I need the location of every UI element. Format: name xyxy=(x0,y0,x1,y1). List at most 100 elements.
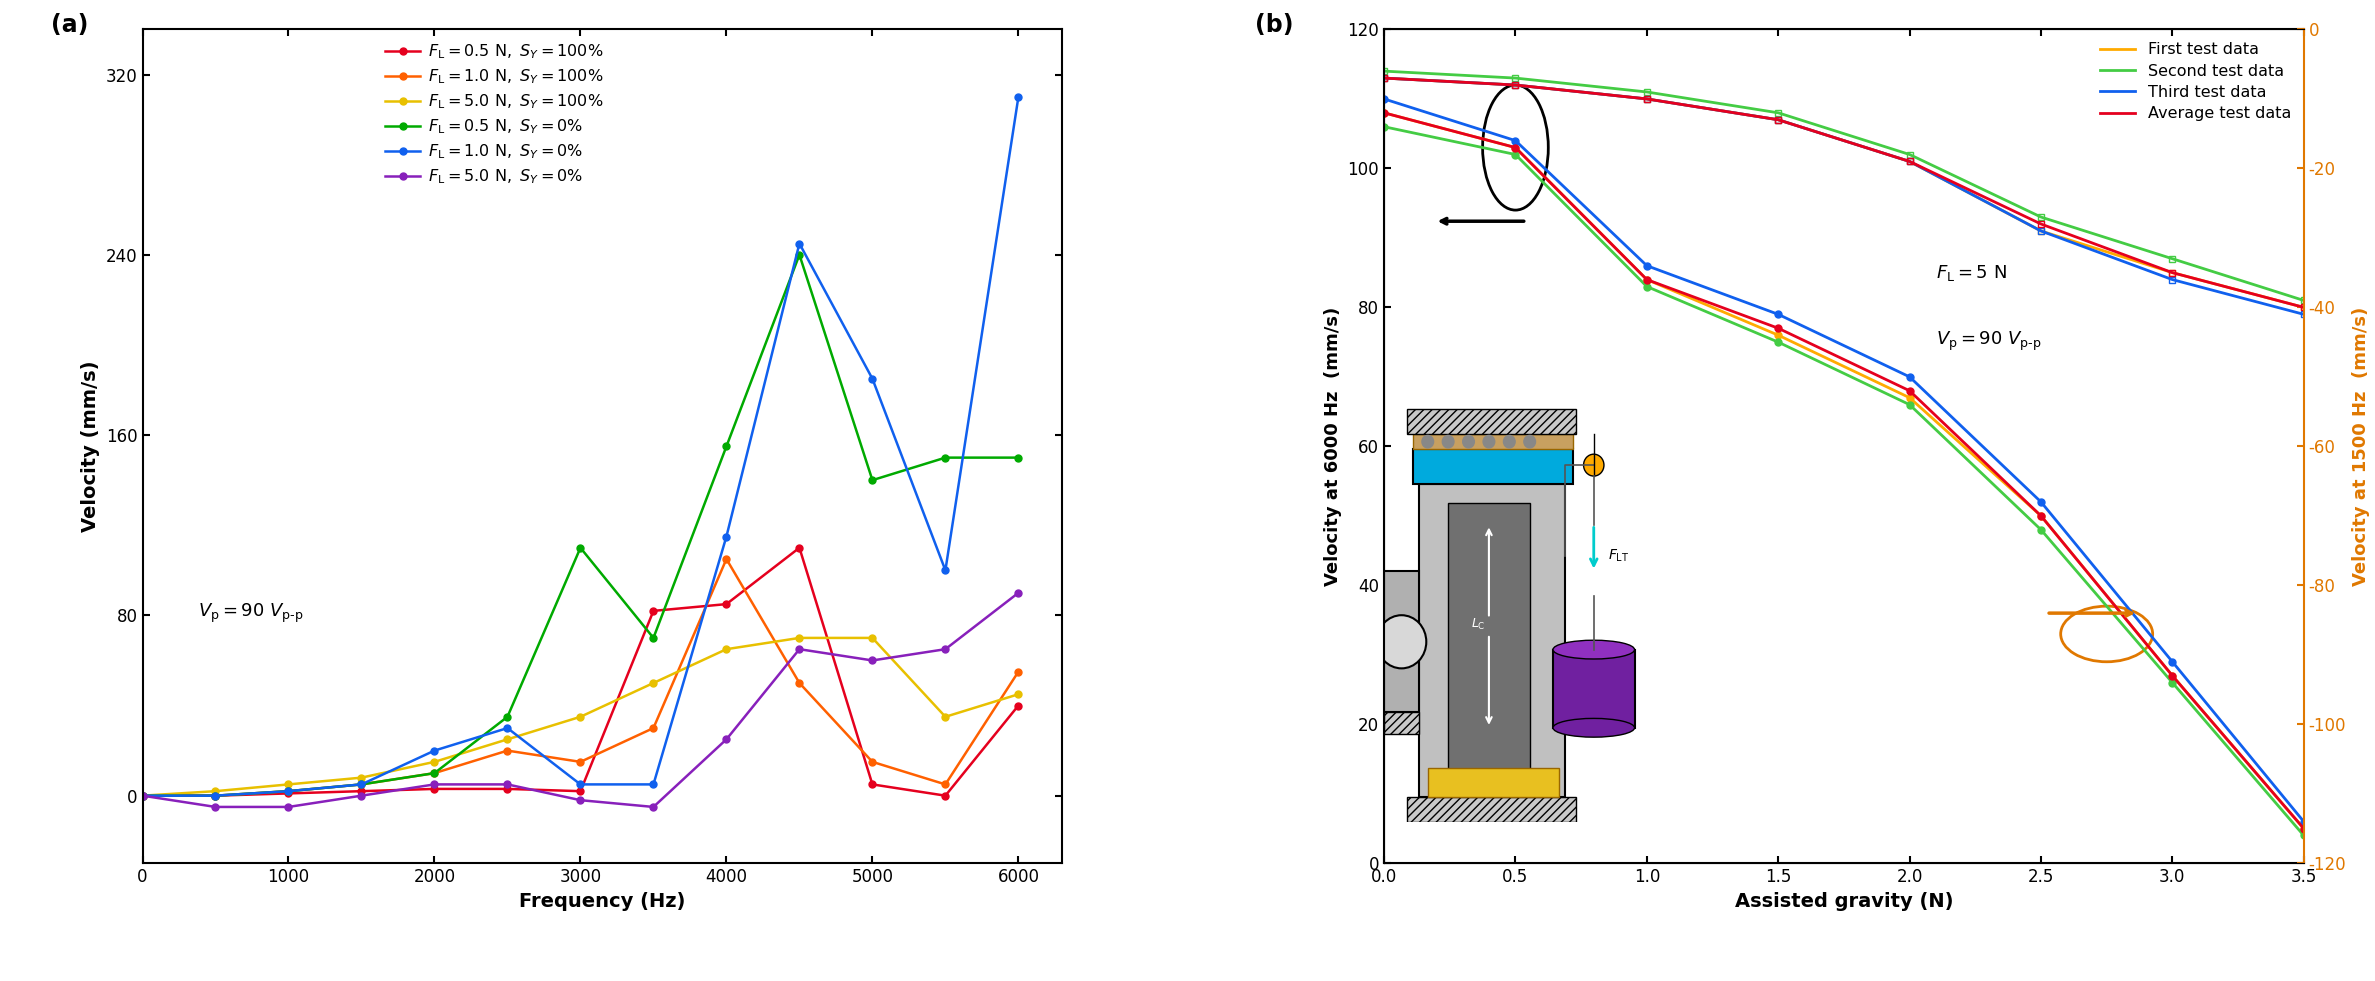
$F_\mathrm{L} = 1.0\ \mathrm{N},\ S_Y = 100\%$ xyxy=(857,756,886,768)
Line: First test data: First test data xyxy=(1380,109,2306,832)
Second test data xyxy=(2026,524,2054,536)
$F_\mathrm{L} = 1.0\ \mathrm{N},\ S_Y = 0\%$ xyxy=(931,564,960,576)
$F_\mathrm{L} = 1.0\ \mathrm{N},\ S_Y = 100\%$ xyxy=(712,553,741,565)
$F_\mathrm{L} = 5.0\ \mathrm{N},\ S_Y = 0\%$ xyxy=(347,790,375,801)
$F_\mathrm{L} = 5.0\ \mathrm{N},\ S_Y = 100\%$ xyxy=(565,711,594,723)
$F_\mathrm{L} = 5.0\ \mathrm{N},\ S_Y = 100\%$ xyxy=(857,632,886,644)
Third test data xyxy=(2159,656,2187,668)
$F_\mathrm{L} = 1.0\ \mathrm{N},\ S_Y = 0\%$ xyxy=(273,785,302,797)
$F_\mathrm{L} = 1.0\ \mathrm{N},\ S_Y = 0\%$ xyxy=(639,779,667,791)
$F_\mathrm{L} = 1.0\ \mathrm{N},\ S_Y = 100\%$ xyxy=(347,779,375,791)
$F_\mathrm{L} = 1.0\ \mathrm{N},\ S_Y = 0\%$ xyxy=(565,779,594,791)
Third test data xyxy=(1370,93,1399,105)
Average test data xyxy=(1765,323,1793,335)
$F_\mathrm{L} = 5.0\ \mathrm{N},\ S_Y = 100\%$ xyxy=(347,772,375,784)
$F_\mathrm{L} = 0.5\ \mathrm{N},\ S_Y = 100\%$ xyxy=(931,790,960,801)
Second test data xyxy=(1895,398,1924,410)
$F_\mathrm{L} = 0.5\ \mathrm{N},\ S_Y = 0\%$ xyxy=(202,790,230,801)
$F_\mathrm{L} = 5.0\ \mathrm{N},\ S_Y = 100\%$ xyxy=(494,734,522,746)
$F_\mathrm{L} = 1.0\ \mathrm{N},\ S_Y = 0\%$ xyxy=(128,790,157,801)
Third test data xyxy=(1895,371,1924,383)
Line: $F_\mathrm{L} = 0.5\ \mathrm{N},\ S_Y = 100\%$: $F_\mathrm{L} = 0.5\ \mathrm{N},\ S_Y = … xyxy=(140,544,1021,800)
Text: (a): (a) xyxy=(50,13,88,36)
Average test data xyxy=(2026,510,2054,522)
$F_\mathrm{L} = 5.0\ \mathrm{N},\ S_Y = 0\%$ xyxy=(639,801,667,813)
$F_\mathrm{L} = 5.0\ \mathrm{N},\ S_Y = 100\%$ xyxy=(420,756,449,768)
$F_\mathrm{L} = 0.5\ \mathrm{N},\ S_Y = 100\%$ xyxy=(639,605,667,617)
$F_\mathrm{L} = 1.0\ \mathrm{N},\ S_Y = 0\%$ xyxy=(857,373,886,385)
Third test data xyxy=(1765,308,1793,320)
First test data xyxy=(1632,274,1660,285)
$F_\mathrm{L} = 0.5\ \mathrm{N},\ S_Y = 0\%$ xyxy=(857,474,886,486)
$F_\mathrm{L} = 1.0\ \mathrm{N},\ S_Y = 0\%$ xyxy=(347,779,375,791)
$F_\mathrm{L} = 0.5\ \mathrm{N},\ S_Y = 0\%$ xyxy=(420,767,449,779)
First test data xyxy=(1895,391,1924,403)
First test data xyxy=(2159,670,2187,682)
$F_\mathrm{L} = 5.0\ \mathrm{N},\ S_Y = 100\%$ xyxy=(273,779,302,791)
$F_\mathrm{L} = 0.5\ \mathrm{N},\ S_Y = 100\%$ xyxy=(420,783,449,795)
$F_\mathrm{L} = 5.0\ \mathrm{N},\ S_Y = 0\%$ xyxy=(565,795,594,806)
$F_\mathrm{L} = 0.5\ \mathrm{N},\ S_Y = 0\%$ xyxy=(786,249,815,261)
$F_\mathrm{L} = 5.0\ \mathrm{N},\ S_Y = 0\%$ xyxy=(712,734,741,746)
Second test data xyxy=(1632,281,1660,292)
$F_\mathrm{L} = 0.5\ \mathrm{N},\ S_Y = 100\%$ xyxy=(712,598,741,610)
$F_\mathrm{L} = 0.5\ \mathrm{N},\ S_Y = 0\%$ xyxy=(273,785,302,797)
$F_\mathrm{L} = 5.0\ \mathrm{N},\ S_Y = 0\%$ xyxy=(128,790,157,801)
Average test data xyxy=(1632,274,1660,285)
Average test data xyxy=(1895,385,1924,396)
Third test data xyxy=(1632,260,1660,272)
$F_\mathrm{L} = 0.5\ \mathrm{N},\ S_Y = 0\%$ xyxy=(494,711,522,723)
First test data xyxy=(2290,823,2318,835)
$F_\mathrm{L} = 1.0\ \mathrm{N},\ S_Y = 0\%$ xyxy=(1005,91,1033,103)
Average test data xyxy=(1370,107,1399,119)
Second test data xyxy=(2159,677,2187,689)
Legend: $F_\mathrm{L} = 0.5\ \mathrm{N},\ S_Y = 100\%$, $F_\mathrm{L} = 1.0\ \mathrm{N},: $F_\mathrm{L} = 0.5\ \mathrm{N},\ S_Y = … xyxy=(380,37,608,191)
$F_\mathrm{L} = 5.0\ \mathrm{N},\ S_Y = 100\%$ xyxy=(1005,689,1033,700)
$F_\mathrm{L} = 0.5\ \mathrm{N},\ S_Y = 100\%$ xyxy=(273,788,302,800)
$F_\mathrm{L} = 0.5\ \mathrm{N},\ S_Y = 0\%$ xyxy=(1005,451,1033,463)
First test data xyxy=(1765,330,1793,341)
Legend: First test data, Second test data, Third test data, Average test data: First test data, Second test data, Third… xyxy=(2095,37,2297,127)
Average test data xyxy=(1501,141,1530,153)
$F_\mathrm{L} = 1.0\ \mathrm{N},\ S_Y = 100\%$ xyxy=(565,756,594,768)
$F_\mathrm{L} = 1.0\ \mathrm{N},\ S_Y = 0\%$ xyxy=(786,237,815,249)
Second test data xyxy=(1370,121,1399,132)
Third test data xyxy=(2026,496,2054,508)
$F_\mathrm{L} = 0.5\ \mathrm{N},\ S_Y = 0\%$ xyxy=(128,790,157,801)
$F_\mathrm{L} = 5.0\ \mathrm{N},\ S_Y = 0\%$ xyxy=(494,779,522,791)
$F_\mathrm{L} = 1.0\ \mathrm{N},\ S_Y = 0\%$ xyxy=(712,531,741,542)
Third test data xyxy=(1501,134,1530,146)
$F_\mathrm{L} = 0.5\ \mathrm{N},\ S_Y = 100\%$ xyxy=(347,785,375,797)
$F_\mathrm{L} = 0.5\ \mathrm{N},\ S_Y = 100\%$ xyxy=(128,790,157,801)
$F_\mathrm{L} = 5.0\ \mathrm{N},\ S_Y = 100\%$ xyxy=(639,677,667,689)
$F_\mathrm{L} = 1.0\ \mathrm{N},\ S_Y = 100\%$ xyxy=(931,779,960,791)
$F_\mathrm{L} = 5.0\ \mathrm{N},\ S_Y = 100\%$ xyxy=(202,785,230,797)
Y-axis label: Velocity at 6000 Hz  (mm/s): Velocity at 6000 Hz (mm/s) xyxy=(1323,307,1342,586)
$F_\mathrm{L} = 0.5\ \mathrm{N},\ S_Y = 100\%$ xyxy=(202,790,230,801)
Text: (b): (b) xyxy=(1256,13,1294,36)
Line: $F_\mathrm{L} = 1.0\ \mathrm{N},\ S_Y = 100\%$: $F_\mathrm{L} = 1.0\ \mathrm{N},\ S_Y = … xyxy=(140,555,1021,800)
$F_\mathrm{L} = 0.5\ \mathrm{N},\ S_Y = 100\%$ xyxy=(494,783,522,795)
$F_\mathrm{L} = 1.0\ \mathrm{N},\ S_Y = 100\%$ xyxy=(273,785,302,797)
$F_\mathrm{L} = 0.5\ \mathrm{N},\ S_Y = 100\%$ xyxy=(786,542,815,553)
$F_\mathrm{L} = 1.0\ \mathrm{N},\ S_Y = 100\%$ xyxy=(128,790,157,801)
$F_\mathrm{L} = 5.0\ \mathrm{N},\ S_Y = 0\%$ xyxy=(857,654,886,666)
$F_\mathrm{L} = 5.0\ \mathrm{N},\ S_Y = 0\%$ xyxy=(786,644,815,655)
$F_\mathrm{L} = 0.5\ \mathrm{N},\ S_Y = 100\%$ xyxy=(565,785,594,797)
$F_\mathrm{L} = 1.0\ \mathrm{N},\ S_Y = 100\%$ xyxy=(639,722,667,734)
X-axis label: Assisted gravity (N): Assisted gravity (N) xyxy=(1734,892,1952,910)
Text: $F_\mathrm{L} = 5\ \mathrm{N}$: $F_\mathrm{L} = 5\ \mathrm{N}$ xyxy=(1936,263,2007,283)
$F_\mathrm{L} = 0.5\ \mathrm{N},\ S_Y = 0\%$ xyxy=(931,451,960,463)
$F_\mathrm{L} = 1.0\ \mathrm{N},\ S_Y = 0\%$ xyxy=(420,745,449,756)
Line: Average test data: Average test data xyxy=(1380,109,2306,832)
$F_\mathrm{L} = 5.0\ \mathrm{N},\ S_Y = 0\%$ xyxy=(931,644,960,655)
$F_\mathrm{L} = 5.0\ \mathrm{N},\ S_Y = 0\%$ xyxy=(420,779,449,791)
Average test data xyxy=(2290,823,2318,835)
$F_\mathrm{L} = 5.0\ \mathrm{N},\ S_Y = 100\%$ xyxy=(931,711,960,723)
Text: $V_\mathrm{p} = 90\ V_\mathrm{p\text{-}p}$: $V_\mathrm{p} = 90\ V_\mathrm{p\text{-}p… xyxy=(197,601,304,625)
Line: $F_\mathrm{L} = 1.0\ \mathrm{N},\ S_Y = 0\%$: $F_\mathrm{L} = 1.0\ \mathrm{N},\ S_Y = … xyxy=(140,93,1021,800)
Line: $F_\mathrm{L} = 5.0\ \mathrm{N},\ S_Y = 100\%$: $F_\mathrm{L} = 5.0\ \mathrm{N},\ S_Y = … xyxy=(140,635,1021,800)
Second test data xyxy=(1501,148,1530,160)
$F_\mathrm{L} = 5.0\ \mathrm{N},\ S_Y = 0\%$ xyxy=(1005,587,1033,598)
$F_\mathrm{L} = 0.5\ \mathrm{N},\ S_Y = 0\%$ xyxy=(565,542,594,553)
